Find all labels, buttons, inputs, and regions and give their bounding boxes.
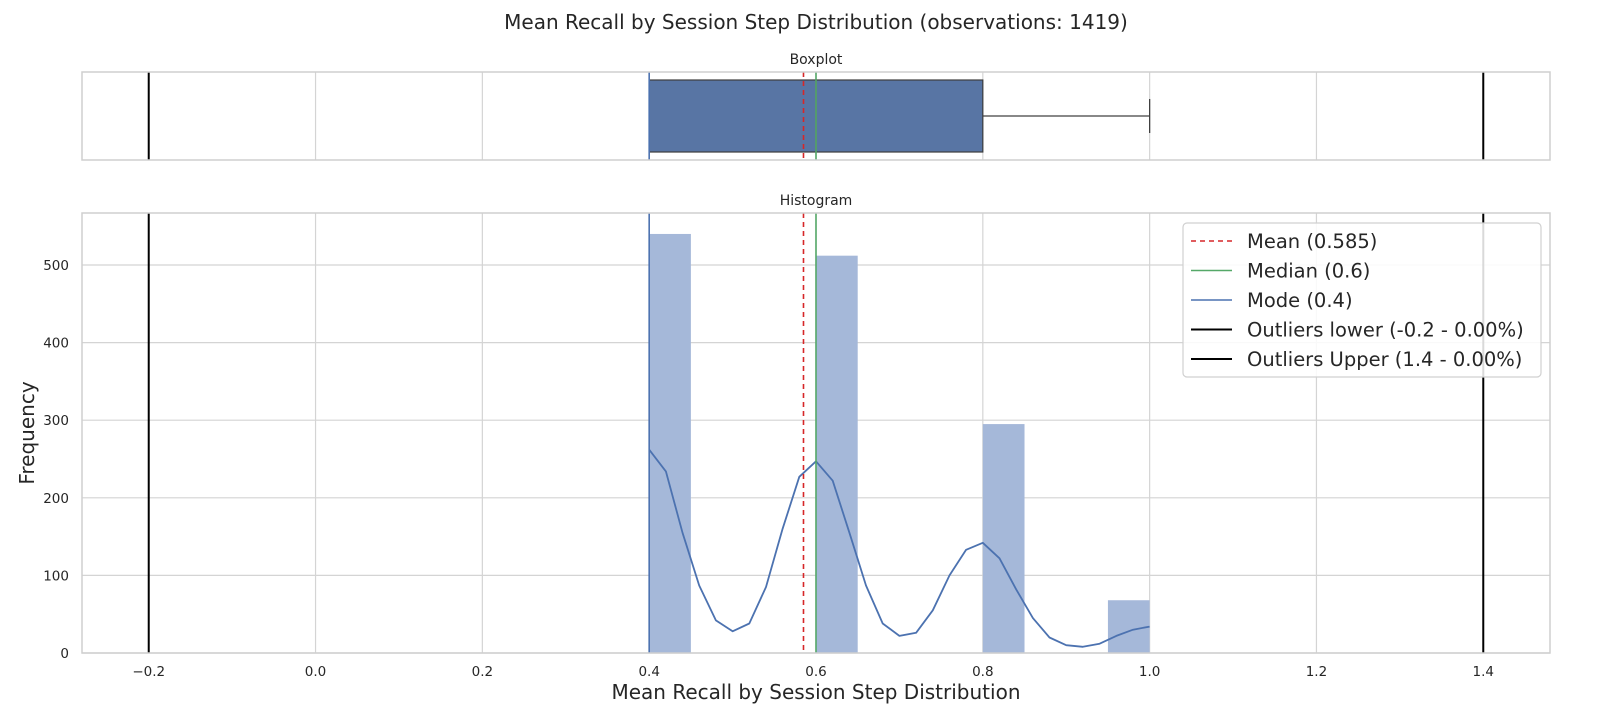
boxplot-panel-title: Boxplot — [790, 52, 843, 68]
y-tick-label: 300 — [43, 413, 69, 429]
x-axis-label: Mean Recall by Session Step Distribution — [611, 680, 1020, 704]
boxplot-frame — [81, 71, 1551, 161]
x-tick-label: 0.4 — [638, 664, 659, 680]
histogram-frame — [81, 212, 1551, 654]
y-tick-label: 400 — [43, 336, 69, 352]
histogram-panel: −0.2 0.0 0.2 0.4 0.6 0.8 1.0 1.2 1.4 0 100 200 300 40… — [43, 212, 1551, 680]
histogram-bar — [982, 424, 1025, 653]
histogram-bar — [649, 233, 691, 653]
y-tick-label: 500 — [43, 258, 69, 274]
histogram-panel-title: Histogram — [780, 193, 853, 209]
x-tick-label: 1.0 — [1139, 664, 1160, 680]
legend-label: Outliers lower (-0.2 - 0.00%) — [1247, 319, 1524, 342]
histogram-bar — [1107, 600, 1150, 653]
x-tick-label: 0.6 — [805, 664, 826, 680]
legend-frame — [1182, 222, 1542, 378]
chart-title: Mean Recall by Session Step Distribution… — [504, 10, 1128, 34]
legend-label: Outliers Upper (1.4 - 0.00%) — [1247, 348, 1522, 371]
histogram-bar — [816, 255, 858, 653]
x-tick-label: 0.2 — [472, 664, 493, 680]
x-tick-label: 1.2 — [1306, 664, 1327, 680]
boxplot-panel — [81, 71, 1551, 161]
legend: Mean (0.585) Median (0.6) Mode (0.4) Outlie… — [1182, 222, 1542, 378]
x-tick-label: −0.2 — [132, 664, 165, 680]
x-tick-label: 0.8 — [972, 664, 993, 680]
legend-label: Mode (0.4) — [1247, 289, 1353, 312]
y-tick-label: 100 — [43, 568, 69, 584]
y-tick-label: 0 — [60, 646, 69, 662]
x-tick-label: 1.4 — [1473, 664, 1494, 680]
y-axis-label: Frequency — [15, 381, 39, 484]
legend-label: Mean (0.585) — [1247, 230, 1377, 253]
y-tick-label: 200 — [43, 491, 69, 507]
legend-label: Median (0.6) — [1247, 260, 1370, 283]
kde-curve — [648, 449, 1150, 648]
x-tick-label: 0.0 — [305, 664, 326, 680]
